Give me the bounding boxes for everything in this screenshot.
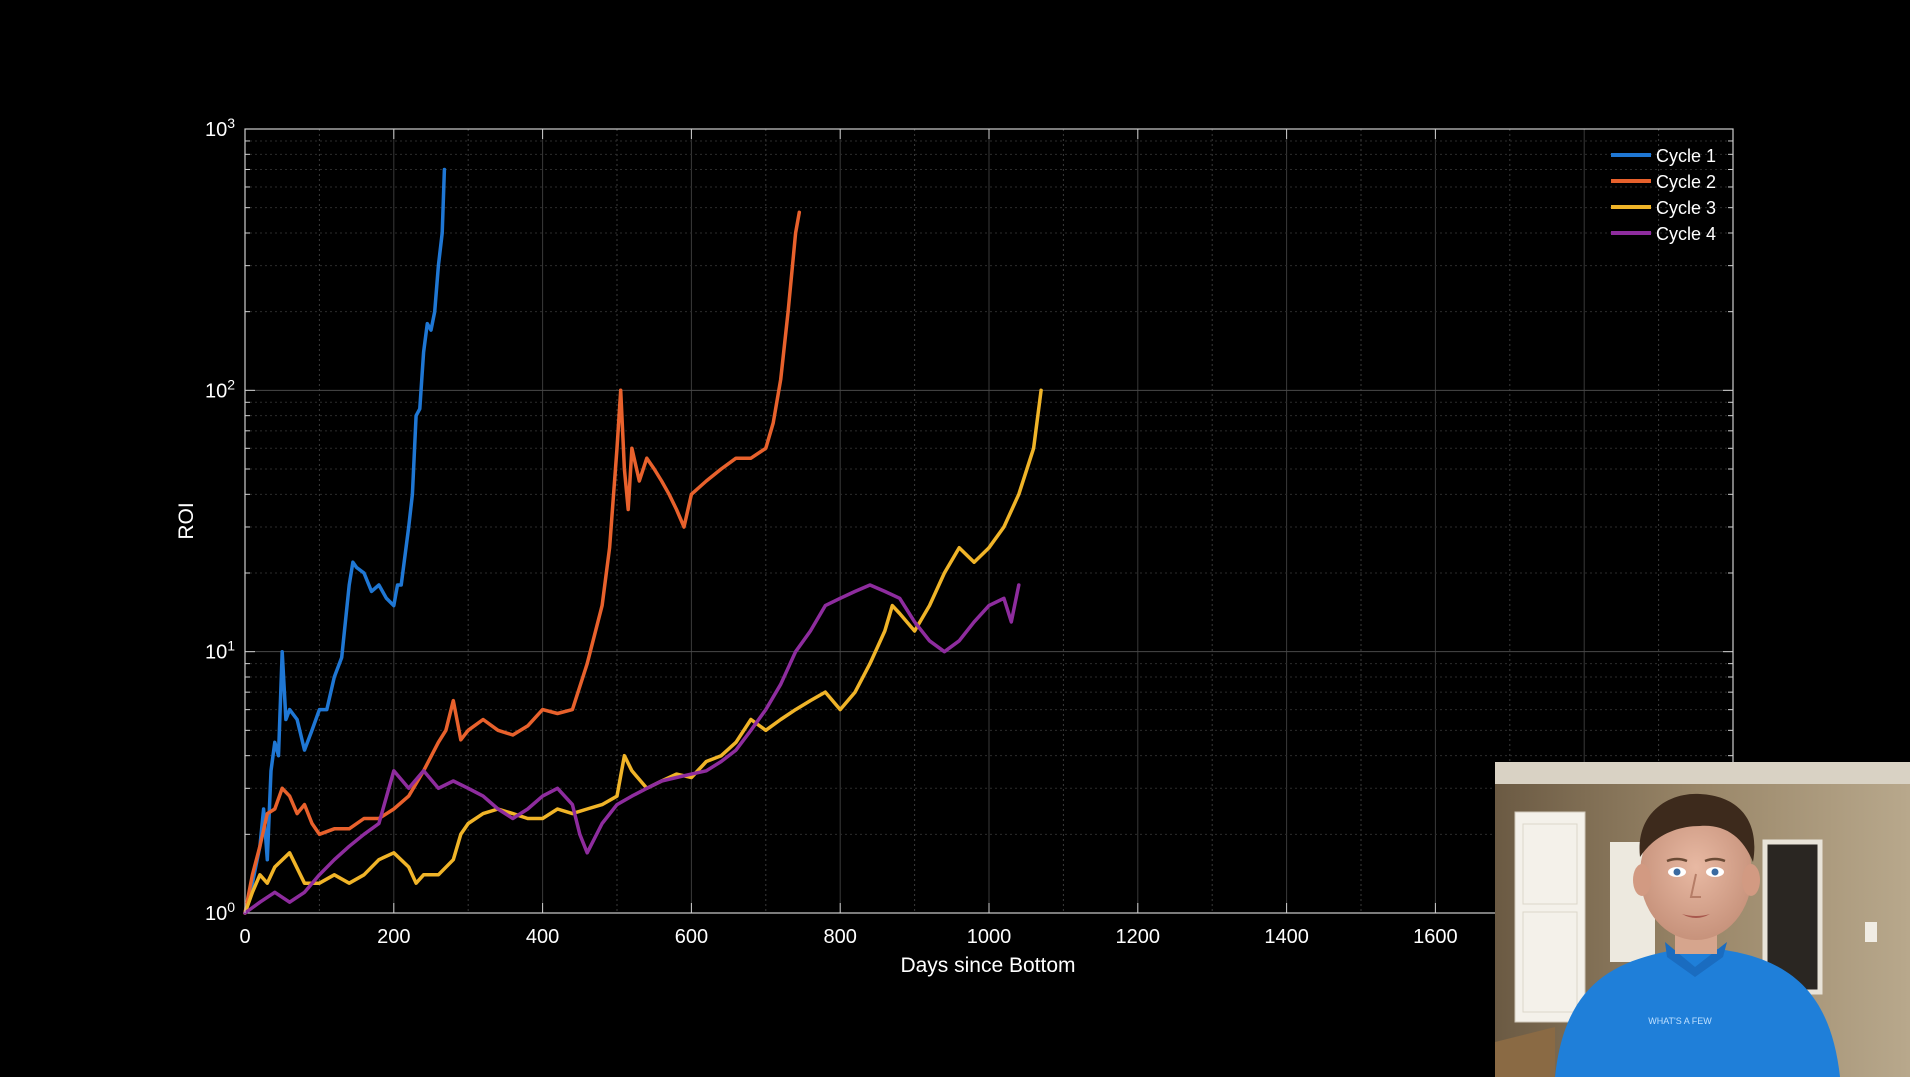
- brow-right: [1704, 857, 1726, 863]
- ear-left: [1633, 864, 1651, 896]
- blue-shirt: [1555, 947, 1840, 1077]
- floor: [1495, 1027, 1555, 1077]
- light-switch: [1865, 922, 1877, 942]
- legend-entry: Cycle 4: [1656, 224, 1716, 244]
- grid-lines: [245, 129, 1733, 913]
- pupil-right: [1711, 868, 1719, 876]
- x-axis-tick-label: 200: [377, 926, 410, 948]
- x-axis-tick-label: 800: [824, 926, 857, 948]
- mouth: [1682, 914, 1710, 918]
- y-axis-tick-label: 100: [205, 899, 235, 925]
- legend-entry: Cycle 1: [1656, 146, 1716, 166]
- series-line-cycle-2: [243, 210, 802, 915]
- x-axis-label: Days since Bottom: [900, 954, 1075, 977]
- x-axis-tick-label: 1600: [1413, 926, 1458, 948]
- x-axis-tick-label: 600: [675, 926, 708, 948]
- pupil-left: [1673, 868, 1681, 876]
- x-axis-tick-label: 1400: [1264, 926, 1309, 948]
- nose: [1689, 873, 1701, 898]
- door-left: [1514, 811, 1586, 1023]
- y-axis-tick-label: 101: [205, 638, 235, 664]
- hair: [1639, 793, 1755, 862]
- brow-left: [1666, 857, 1688, 863]
- y-axis-label: ROI: [175, 502, 198, 539]
- y-axis-tick-label: 103: [205, 115, 235, 141]
- door-left-panel: [1522, 823, 1578, 905]
- webcam-overlay: WHAT'S A FEW: [1495, 762, 1910, 1077]
- legend-entry: Cycle 3: [1656, 198, 1716, 218]
- y-axis-tick-labels: 100 101 102 103: [205, 115, 235, 925]
- series-line-cycle-3: [243, 388, 1043, 915]
- chart-legend: Cycle 1 Cycle 2 Cycle 3 Cycle 4: [1611, 146, 1716, 244]
- series-lines: [243, 167, 1043, 915]
- series-line-cycle-4: [243, 583, 1021, 915]
- legend-entry: Cycle 2: [1656, 172, 1716, 192]
- shirt-collar: [1665, 942, 1727, 977]
- x-axis-tick-label: 400: [526, 926, 559, 948]
- x-axis-tick-label: 1200: [1116, 926, 1161, 948]
- x-axis-tick-label: 1000: [967, 926, 1012, 948]
- series-line-cycle-1: [243, 167, 447, 915]
- ear-right: [1742, 864, 1760, 896]
- shirt-text: WHAT'S A FEW: [1648, 1016, 1712, 1026]
- y-axis-tick-label: 102: [205, 376, 235, 402]
- ceiling: [1495, 762, 1910, 784]
- door-left-panel-lower: [1522, 911, 1578, 1013]
- x-axis-tick-label: 0: [239, 926, 250, 948]
- x-axis-tick-labels: 0 200 400 600 800 1000 1200 1400 1600: [239, 129, 1458, 948]
- presenter-video: WHAT'S A FEW: [1495, 762, 1910, 1077]
